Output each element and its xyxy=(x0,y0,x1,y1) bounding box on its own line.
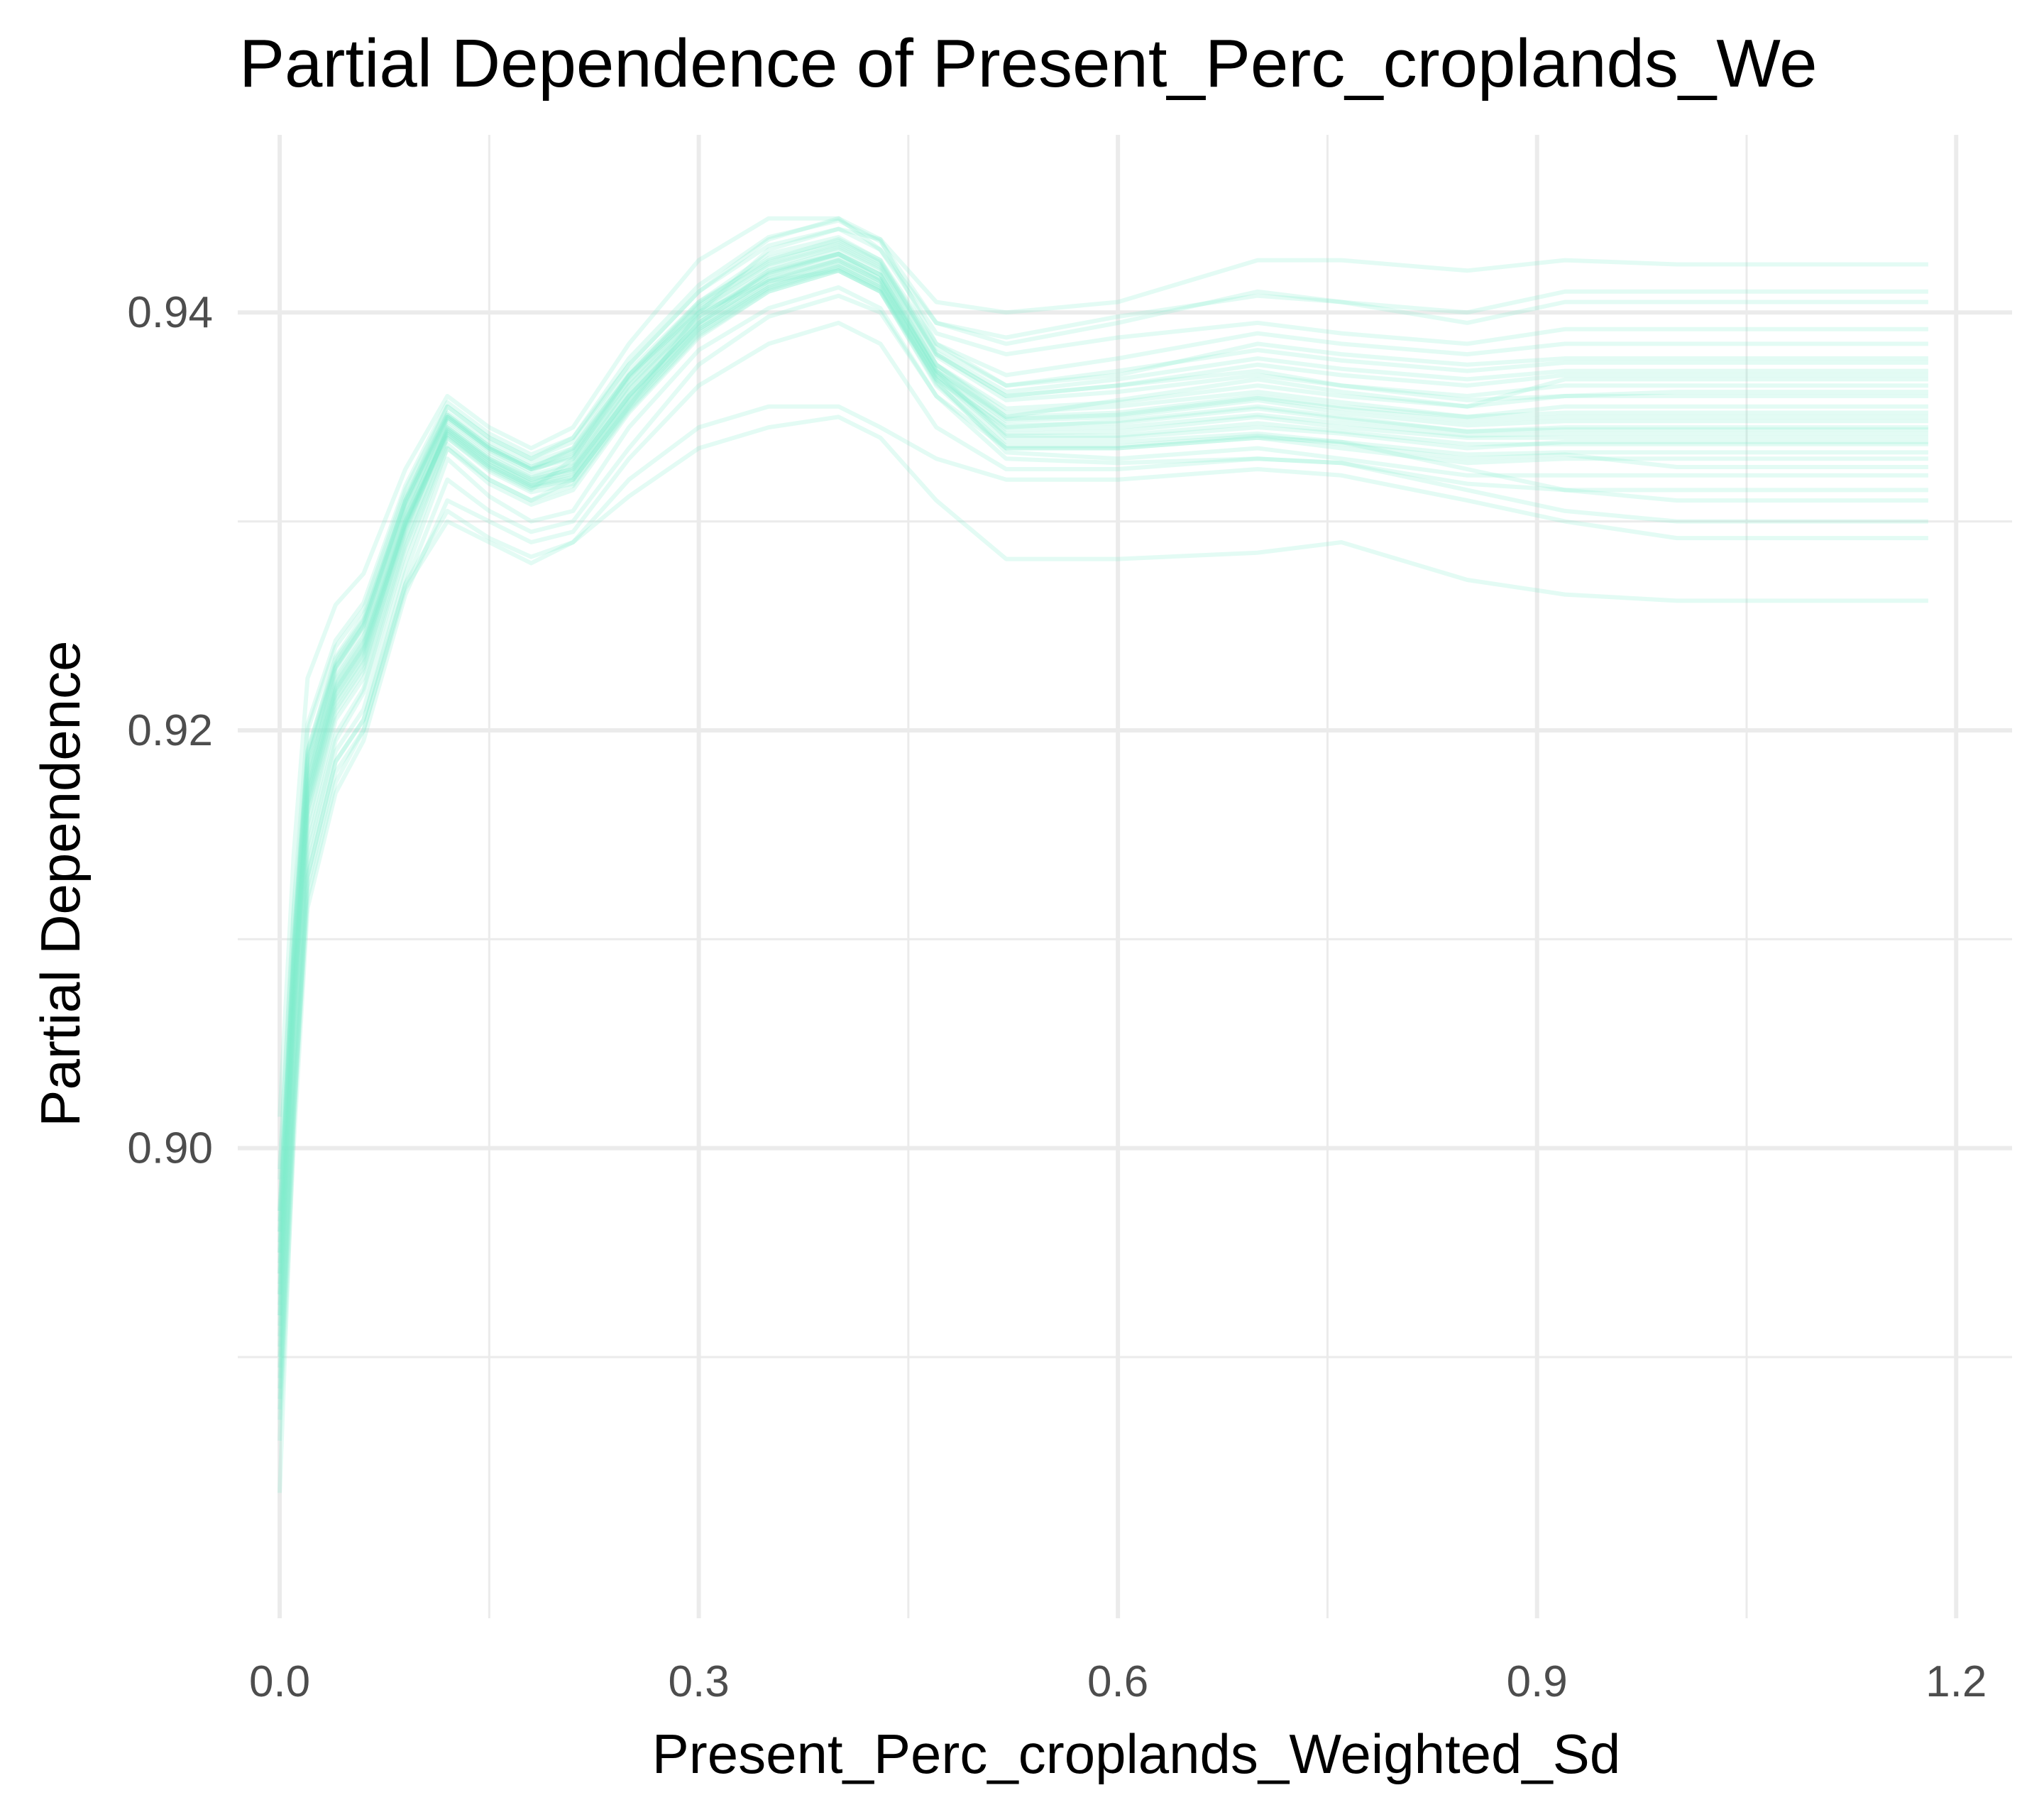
ice-line-7 xyxy=(278,268,1928,1378)
ice-line-14 xyxy=(278,260,1928,1305)
ice-line-31 xyxy=(278,241,1928,1212)
x-tick-label: 1.2 xyxy=(1925,1657,1987,1706)
y-tick-label: 0.94 xyxy=(127,288,213,337)
ice-line-21 xyxy=(278,262,1928,1295)
y-axis-title: Partial Dependence xyxy=(29,640,92,1126)
ice-line-25 xyxy=(278,264,1928,1316)
ice-line-27 xyxy=(278,320,1928,1441)
ice-line-16 xyxy=(278,251,1928,1327)
ice-line-3 xyxy=(278,237,1928,1358)
x-tick-label: 0.3 xyxy=(669,1657,730,1706)
y-tick-label: 0.92 xyxy=(127,706,213,755)
x-tick-label: 0.6 xyxy=(1087,1657,1148,1706)
ice-line-1 xyxy=(278,226,1928,1493)
ice-line-15 xyxy=(278,266,1928,1347)
ice-line-2 xyxy=(278,216,1928,1295)
x-tick-label: 0.9 xyxy=(1507,1657,1568,1706)
ice-line-23 xyxy=(278,218,1928,1170)
ice-line-9 xyxy=(278,251,1928,1232)
ice-line-4 xyxy=(278,247,1928,1336)
ice-line-11 xyxy=(278,285,1928,1400)
ice-line-10 xyxy=(278,235,1928,1212)
ice-line-13 xyxy=(278,258,1928,1263)
ice-line-12 xyxy=(278,226,1928,1180)
ice-line-29 xyxy=(278,415,1928,1389)
ice-line-30 xyxy=(278,216,1928,1117)
ice-line-28 xyxy=(278,404,1928,1410)
ice-line-6 xyxy=(278,251,1928,1316)
ice-line-20 xyxy=(278,268,1928,1368)
ice-line-32 xyxy=(278,256,1928,1274)
ice-line-5 xyxy=(278,268,1928,1253)
chart-title: Partial Dependence of Present_Perc_cropl… xyxy=(239,26,1818,101)
ice-line-24 xyxy=(278,246,1928,1232)
x-tick-label: 0.0 xyxy=(249,1657,310,1706)
ice-line-19 xyxy=(278,239,1928,1222)
ice-lines xyxy=(278,216,1928,1493)
x-axis-title: Present_Perc_croplands_Weighted_Sd xyxy=(652,1723,1620,1785)
ice-line-22 xyxy=(278,251,1928,1253)
ice-line-18 xyxy=(278,258,1928,1285)
tick-labels: 0.0 0.3 0.6 0.9 1.2 0.90 0.92 0.94 xyxy=(127,288,1987,1706)
ice-line-8 xyxy=(278,264,1928,1274)
y-tick-label: 0.90 xyxy=(127,1124,213,1173)
grid xyxy=(238,135,2012,1618)
ice-line-26 xyxy=(278,293,1928,1420)
ice-line-17 xyxy=(278,243,1928,1243)
